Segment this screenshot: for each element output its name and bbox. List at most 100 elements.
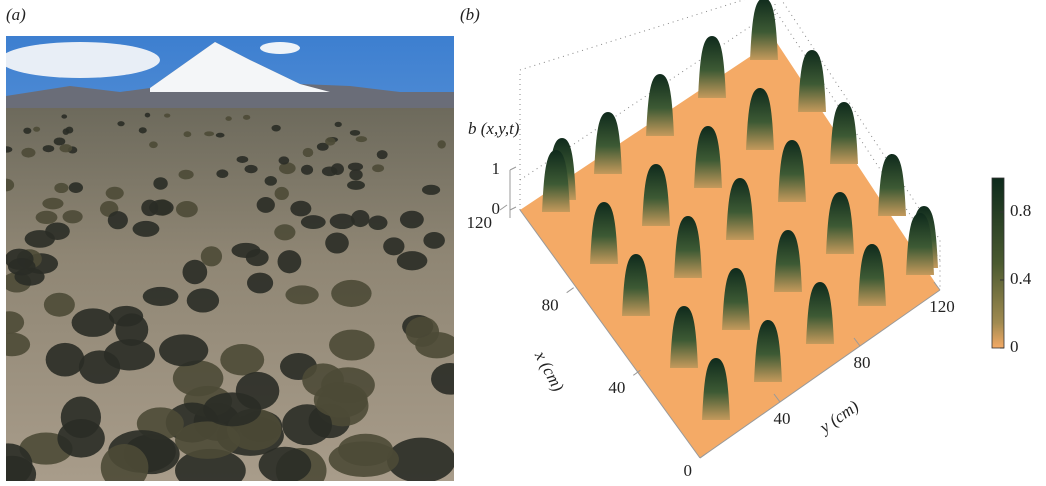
panel-label: (a) [6,5,26,24]
tuft [265,176,277,186]
colorbar-tick-label: 0.8 [1010,201,1031,220]
tuft [257,197,275,213]
tuft [400,211,424,229]
x-tick [500,205,507,210]
tuft [42,198,63,210]
tuft [243,115,250,120]
x-tick-label: 80 [542,296,559,315]
z-tick-label: 0 [492,199,501,218]
tuft [139,127,147,133]
tuft [23,128,31,134]
tuft [69,182,83,193]
z-tick [510,207,516,210]
tuft [423,232,445,249]
tuft [397,251,428,270]
tuft [159,334,208,366]
tuft [45,222,70,239]
tuft [54,183,68,193]
tuft [63,128,70,135]
tuft [57,419,104,458]
tuft [44,293,75,317]
tuft [149,141,158,148]
x-tick-label: 0 [684,461,693,480]
tuft [245,165,258,173]
tuft [247,273,273,294]
x-label: x (cm) [530,347,568,395]
peak [698,36,726,98]
tuft [335,122,342,127]
tuft [431,363,469,395]
tuft [60,144,73,152]
tuft [349,169,362,180]
tuft [54,138,66,146]
x-tick-label: 40 [608,378,625,397]
tuft [143,287,179,306]
tuft [14,268,44,286]
tuft [145,113,150,118]
colorbar-tick-label: 0.4 [1010,269,1032,288]
tuft [383,237,404,255]
tuft [329,441,399,477]
peak [878,154,906,216]
tuft [117,121,124,126]
tuft [72,308,115,337]
tuft [108,211,128,229]
tuft [237,156,249,163]
tuft [275,187,289,200]
tuft [325,232,349,253]
z-tick [510,167,516,170]
tuft [321,367,375,403]
z-tick-label: 1 [492,159,501,178]
tuft [5,249,34,270]
tuft [184,131,192,137]
tuft [203,392,261,426]
tuft [21,148,35,158]
tuft [303,148,314,157]
tuft [216,169,228,178]
tuft [106,187,124,200]
tuft [133,221,160,237]
tuft [347,181,365,190]
tuft [285,285,318,304]
tuft [350,130,360,136]
colorbar [992,178,1004,348]
tuft [0,146,12,152]
peak [594,112,622,174]
tuft [331,280,371,307]
tuft [301,165,313,175]
tuft [368,216,387,230]
tuft [104,339,155,370]
peak [646,74,674,136]
tuft [201,246,222,266]
tuft [278,250,302,273]
tuft [290,201,311,217]
tuft [33,127,40,132]
tuft [329,330,375,361]
colorbar-tick-label: 0 [1010,337,1019,356]
photo [0,36,469,481]
x-tick-label: 120 [467,213,493,232]
peak [798,50,826,112]
tuft [187,288,219,312]
tuft [43,145,55,152]
tuft [149,200,174,216]
tuft [36,211,58,224]
x-tick [567,288,574,293]
tuft [348,163,363,171]
y-tick-label: 40 [774,409,791,428]
tuft [164,114,170,118]
tuft [232,243,261,258]
tuft [182,260,207,284]
tuft [46,343,85,377]
tuft [356,136,367,142]
tuft [351,210,369,227]
y-tick-label: 120 [929,297,955,316]
tuft [272,125,281,132]
peak [750,0,778,60]
tuft [406,317,439,347]
tuft [330,214,355,229]
tuft [220,344,264,376]
tuft [377,150,388,159]
y-tick-label: 80 [854,353,871,372]
tuft [322,167,337,177]
